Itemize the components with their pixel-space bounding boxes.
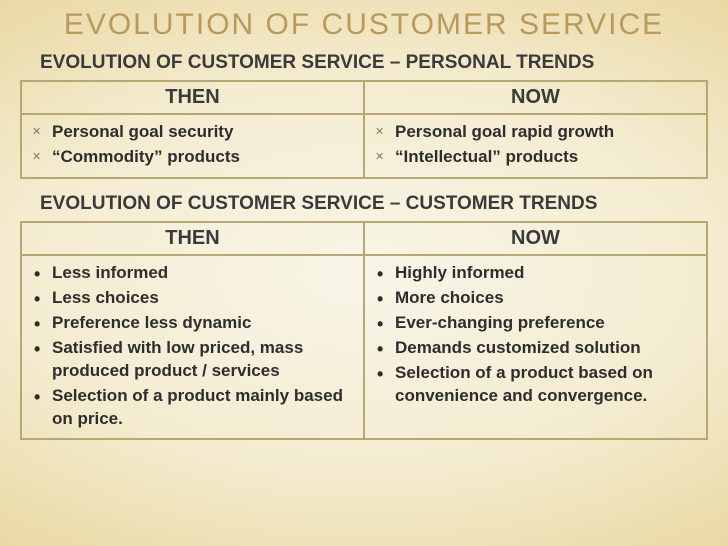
- customer-now-list: Highly informed More choices Ever-changi…: [371, 262, 700, 408]
- section-2-heading: EVOLUTION OF CUSTOMER SERVICE – CUSTOMER…: [40, 193, 710, 215]
- list-item: “Intellectual” products: [371, 146, 700, 169]
- personal-now-list: Personal goal rapid growth “Intellectual…: [371, 121, 700, 169]
- list-item: Highly informed: [371, 262, 700, 285]
- personal-then-cell: Personal goal security “Commodity” produ…: [21, 114, 364, 178]
- personal-then-list: Personal goal security “Commodity” produ…: [28, 121, 357, 169]
- personal-now-cell: Personal goal rapid growth “Intellectual…: [364, 114, 707, 178]
- list-item: More choices: [371, 287, 700, 310]
- list-item: Demands customized solution: [371, 337, 700, 360]
- customer-then-list: Less informed Less choices Preference le…: [28, 262, 357, 431]
- slide-title: EVOLUTION OF CUSTOMER SERVICE: [18, 8, 710, 42]
- list-item: Personal goal rapid growth: [371, 121, 700, 144]
- list-item: “Commodity” products: [28, 146, 357, 169]
- col-header-then-1: THEN: [21, 81, 364, 114]
- col-header-now-1: NOW: [364, 81, 707, 114]
- personal-trends-table: THEN NOW Personal goal security “Commodi…: [20, 80, 708, 179]
- list-item: Preference less dynamic: [28, 312, 357, 335]
- section-1-heading: EVOLUTION OF CUSTOMER SERVICE – PERSONAL…: [40, 52, 710, 74]
- col-header-then-2: THEN: [21, 222, 364, 255]
- list-item: Satisfied with low priced, mass produced…: [28, 337, 357, 383]
- list-item: Personal goal security: [28, 121, 357, 144]
- customer-then-cell: Less informed Less choices Preference le…: [21, 255, 364, 440]
- list-item: Ever-changing preference: [371, 312, 700, 335]
- list-item: Selection of a product based on convenie…: [371, 362, 700, 408]
- list-item: Less informed: [28, 262, 357, 285]
- customer-now-cell: Highly informed More choices Ever-changi…: [364, 255, 707, 440]
- list-item: Less choices: [28, 287, 357, 310]
- customer-trends-table: THEN NOW Less informed Less choices Pref…: [20, 221, 708, 441]
- list-item: Selection of a product mainly based on p…: [28, 385, 357, 431]
- col-header-now-2: NOW: [364, 222, 707, 255]
